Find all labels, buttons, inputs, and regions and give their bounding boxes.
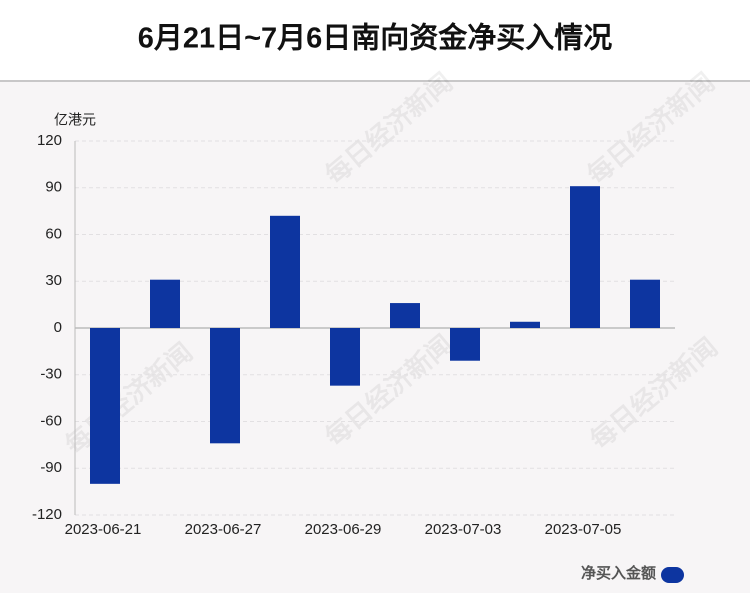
y-tick-label: -120 — [32, 506, 62, 523]
bar — [570, 186, 600, 328]
y-tick-label: 0 — [54, 319, 62, 336]
bar — [150, 279, 180, 328]
watermark: 每日经济新闻 — [319, 67, 458, 191]
y-tick-label: -90 — [40, 459, 62, 476]
y-axis-unit: 亿港元 — [54, 112, 96, 128]
x-tick-label: 2023-06-27 — [185, 521, 262, 538]
y-tick-label: 120 — [37, 132, 62, 149]
bar — [210, 328, 240, 444]
x-tick-label: 2023-07-05 — [545, 521, 622, 538]
legend-swatch — [661, 567, 684, 583]
watermark: 每日经济新闻 — [584, 332, 723, 456]
watermark: 每日经济新闻 — [581, 67, 720, 191]
title-band — [0, 0, 750, 80]
x-tick-label: 2023-07-03 — [425, 521, 502, 538]
y-tick-label: 30 — [45, 272, 62, 289]
bar — [390, 303, 420, 328]
bar — [630, 279, 660, 328]
bar — [270, 215, 300, 328]
y-tick-label: -60 — [40, 412, 62, 429]
y-tick-label: 60 — [45, 225, 62, 242]
y-tick-label: 90 — [45, 179, 62, 196]
bar — [330, 328, 360, 386]
bar — [90, 328, 120, 484]
chart-title: 6月21日~7月6日南向资金净买入情况 — [138, 21, 613, 55]
x-tick-label: 2023-06-21 — [65, 521, 142, 538]
bar — [510, 321, 540, 328]
x-tick-label: 2023-06-29 — [305, 521, 382, 538]
bar — [450, 328, 480, 361]
watermark: 每日经济新闻 — [59, 337, 198, 461]
y-tick-label: -30 — [40, 366, 62, 383]
legend-label: 净买入金额 — [581, 564, 656, 582]
